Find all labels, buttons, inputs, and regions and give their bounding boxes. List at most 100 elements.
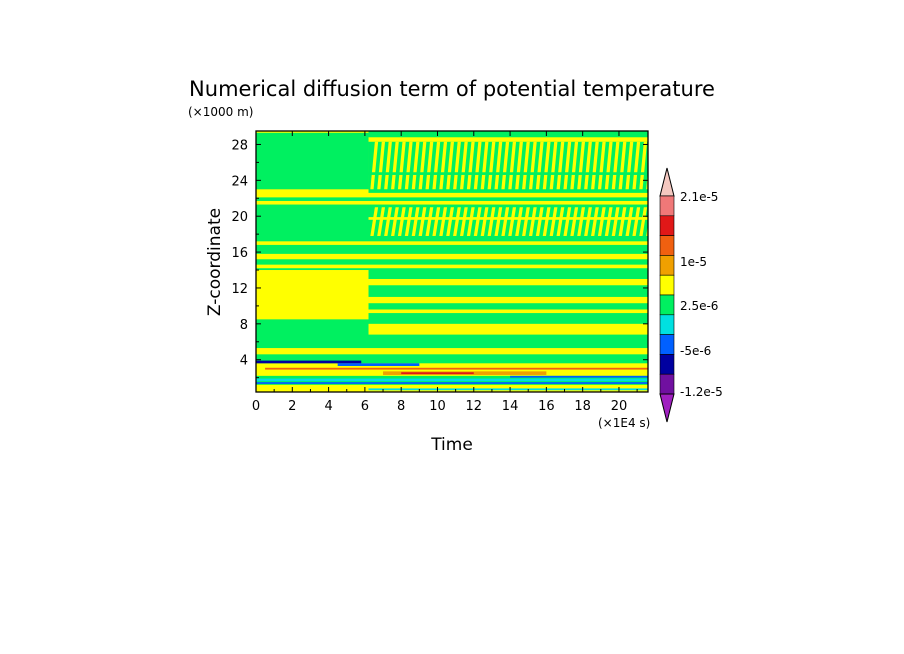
x-tick-label: 16 — [538, 399, 555, 414]
contour-stripe — [522, 207, 530, 236]
colorbar-swatch — [659, 274, 675, 296]
colorbar-swatch — [659, 255, 675, 276]
y-unit-label: (×1000 m) — [188, 105, 253, 119]
contour-stripe — [370, 141, 379, 190]
x-tick-label: 12 — [466, 399, 483, 414]
chart-title: Numerical diffusion term of potential te… — [189, 77, 715, 101]
contour-stripe — [597, 141, 606, 190]
contour-stripe — [625, 141, 634, 190]
contour-stripe — [584, 207, 592, 236]
colorbar-label: -5e-6 — [680, 344, 711, 358]
contour-stripe — [549, 141, 558, 190]
contour-band — [256, 378, 648, 382]
y-axis: 4 8 12 16 20 24 28 — [231, 138, 648, 379]
y-tick-label: 28 — [231, 138, 248, 153]
x-tick-label: 18 — [574, 399, 591, 414]
contour-stripe — [563, 207, 572, 236]
x-tick-label: 14 — [502, 399, 519, 414]
x-axis: 0 2 4 6 8 10 12 14 16 18 20 — [252, 131, 638, 414]
contour-band — [368, 296, 648, 304]
contour-stripe — [535, 141, 544, 190]
contour-stripe — [611, 207, 620, 236]
x-tick-label: 4 — [324, 399, 332, 414]
contour-stripe — [625, 207, 634, 236]
contour-stripe — [591, 141, 599, 190]
colorbar-swatch — [659, 195, 675, 217]
contour-stripe — [528, 141, 537, 190]
contour-stripe — [577, 141, 586, 190]
contour-stripe — [459, 141, 468, 190]
contour-stripe — [370, 207, 379, 236]
colorbar-swatch — [659, 334, 675, 355]
x-tick-label: 6 — [361, 399, 369, 414]
contour-stripe — [391, 207, 399, 236]
contour-stripe — [584, 141, 592, 190]
contour-stripe — [411, 141, 420, 190]
contour-stripe — [611, 141, 620, 190]
contour-stripe — [397, 207, 406, 236]
contour-band — [256, 348, 648, 355]
contour-stripe — [384, 207, 392, 236]
contour-band — [256, 382, 648, 384]
y-tick-label: 20 — [231, 210, 248, 225]
x-tick-label: 10 — [429, 399, 446, 414]
contour-stripe — [404, 207, 413, 236]
colorbar-swatch — [659, 235, 675, 256]
contour-stripe — [618, 207, 627, 236]
contour-stripe — [425, 207, 434, 236]
contour-stripe — [459, 207, 468, 236]
contour-band — [256, 192, 648, 198]
x-tick-label: 0 — [252, 399, 260, 414]
contour-band — [265, 367, 648, 370]
contour-stripe — [432, 141, 441, 190]
colorbar-label: -1.2e-5 — [680, 385, 723, 399]
contour-stripe — [639, 141, 648, 190]
contour-band — [368, 278, 648, 286]
contour-band — [256, 200, 648, 205]
contour-band — [368, 137, 648, 142]
contour-band — [510, 375, 648, 378]
contour-stripe — [453, 207, 461, 236]
contour-stripe — [384, 141, 392, 190]
colorbar-label: 1e-5 — [680, 255, 707, 269]
plot-frame — [255, 130, 649, 393]
contour-stripe — [632, 141, 641, 190]
contour-band — [256, 264, 648, 269]
contour-stripe — [432, 207, 441, 236]
contour-stripe — [439, 207, 448, 236]
contour-band — [256, 309, 648, 314]
contour-stripe — [453, 141, 461, 190]
contour-stripe — [446, 207, 454, 236]
colorbar-label: 2.5e-6 — [680, 299, 718, 313]
colorbar-label: 2.1e-5 — [680, 190, 718, 204]
contour-stripe — [556, 207, 565, 236]
colorbar-swatch — [659, 354, 675, 375]
contour-band — [337, 363, 420, 366]
contour-stripe — [466, 141, 475, 190]
contour-stripe — [604, 207, 613, 236]
colorbar: 2.1e-5 1e-5 2.5e-6 -5e-6 -1.2e-5 — [659, 167, 723, 423]
contour-band — [368, 217, 648, 220]
contour-stripe — [515, 207, 523, 236]
x-axis-label: Time — [430, 435, 473, 455]
contour-stripe — [487, 141, 496, 190]
contour-stripe — [501, 207, 510, 236]
contour-stripe — [508, 207, 517, 236]
contour-band — [256, 253, 648, 260]
contour-stripe — [377, 207, 386, 236]
contour-band — [256, 132, 369, 190]
contour-stripe — [418, 141, 427, 190]
contour-stripe — [466, 207, 475, 236]
contour-stripe — [508, 141, 517, 190]
contour-band — [368, 323, 648, 335]
contour-stripe — [418, 207, 427, 236]
contour-stripe — [487, 207, 496, 236]
contour-stripe — [397, 141, 406, 190]
contour-stripe — [549, 207, 558, 236]
plot-field — [256, 131, 648, 392]
contour-stripe — [535, 207, 544, 236]
contour-stripe — [528, 207, 537, 236]
x-unit-label: (×1E4 s) — [598, 416, 650, 430]
contour-stripe — [391, 141, 399, 190]
